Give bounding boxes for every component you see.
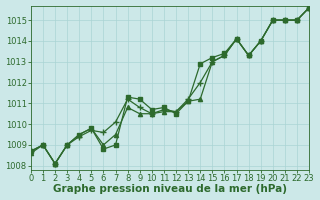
X-axis label: Graphe pression niveau de la mer (hPa): Graphe pression niveau de la mer (hPa) xyxy=(53,184,287,194)
